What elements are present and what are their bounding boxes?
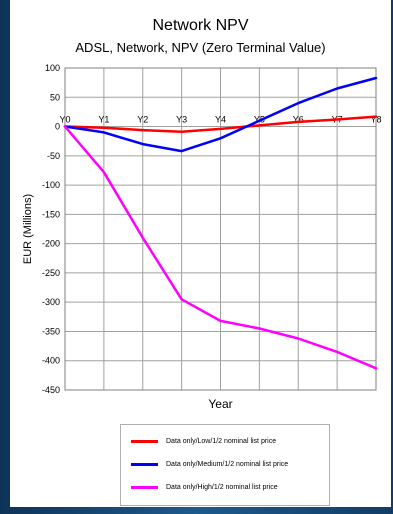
- x-tick-label-4: Y4: [215, 115, 226, 125]
- series-line-1: [63, 76, 378, 153]
- legend-item-1: Data only/Medium/1/2 nominal list price: [131, 458, 288, 470]
- y-axis-title: EUR (Millions): [22, 194, 34, 264]
- y-tick-label-7: -250: [42, 268, 60, 278]
- legend-swatch: [131, 485, 158, 489]
- x-tick-label-2: Y2: [137, 115, 148, 125]
- legend-item-2: Data only/High/1/2 nominal list price: [131, 481, 278, 493]
- x-tick-label-6: Y6: [293, 115, 304, 125]
- y-tick-label-0: 100: [45, 63, 60, 73]
- series-line-2: [63, 125, 378, 370]
- y-tick-label-2: 0: [55, 122, 60, 132]
- legend-label: Data only/High/1/2 nominal list price: [166, 483, 278, 491]
- y-tick-label-5: -150: [42, 209, 60, 219]
- plot-border: [64, 67, 377, 391]
- y-tick-label-4: -100: [42, 180, 60, 190]
- y-tick-label-10: -400: [42, 356, 60, 366]
- chart-title: Network NPV: [152, 17, 249, 34]
- y-tick-label-6: -200: [42, 239, 60, 249]
- chart-panel: Network NPV ADSL, Network, NPV (Zero Ter…: [10, 0, 391, 507]
- y-tick-label-1: 50: [50, 92, 60, 102]
- y-tick-label-9: -350: [42, 326, 60, 336]
- legend-swatch: [131, 439, 158, 443]
- line-chart: 100 50 0 -50 -100 -150 -200 -250 -300 -350 -400 -45…: [22, 63, 382, 411]
- legend-item-0: Data only/Low/1/2 nominal list price: [131, 435, 276, 447]
- chart-legend: Data only/Low/1/2 nominal list price Data…: [120, 424, 330, 506]
- x-axis-title: Year: [208, 397, 232, 411]
- y-tick-label-3: -50: [47, 151, 60, 161]
- legend-swatch: [131, 462, 158, 466]
- y-tick-label-11: -450: [42, 385, 60, 395]
- y-tick-label-8: -300: [42, 297, 60, 307]
- legend-label: Data only/Medium/1/2 nominal list price: [166, 460, 289, 468]
- x-tick-label-1: Y1: [98, 115, 109, 125]
- chart-subtitle: ADSL, Network, NPV (Zero Terminal Value): [75, 40, 326, 55]
- series-line-0: [63, 115, 378, 134]
- x-tick-label-3: Y3: [176, 115, 187, 125]
- legend-label: Data only/Low/1/2 nominal list price: [166, 437, 277, 445]
